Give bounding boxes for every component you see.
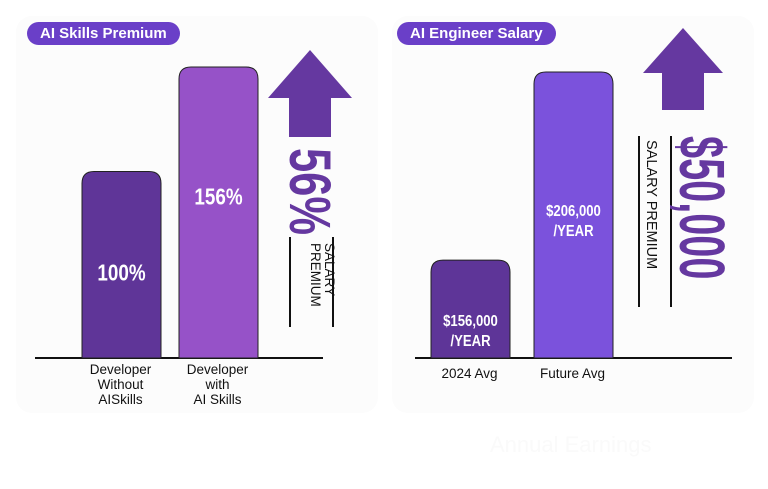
premium-value: $50,000 [666, 136, 737, 279]
premium-value: 56% [278, 148, 342, 235]
category-label: with [204, 377, 229, 392]
bar [533, 71, 614, 359]
category-label: Future Avg [540, 366, 605, 381]
watermark: Annual Earnings [490, 432, 652, 457]
premium-label-line: SALARY [322, 243, 337, 296]
premium-label: PREMIUM [308, 243, 323, 307]
data-label: $156,000 [443, 313, 498, 330]
bar [81, 170, 162, 359]
chart-title-badge: AI Engineer Salary [397, 22, 556, 45]
premium-label: SALARY PREMIUM [643, 140, 659, 269]
category-label: Without [98, 377, 144, 392]
chart-title-badge: AI Skills Premium [27, 22, 180, 45]
data-label: /YEAR [450, 333, 490, 350]
category-label: Developer [90, 362, 152, 377]
premium-label: SALARY [322, 243, 337, 296]
data-label: $206,000 [546, 203, 601, 220]
bar [430, 259, 511, 359]
arrow-up-icon [643, 28, 723, 110]
category-label: AISkills [98, 392, 143, 407]
data-label: /YEAR [553, 223, 593, 240]
bar [178, 66, 259, 359]
category-label: 2024 Avg [441, 366, 497, 381]
arrow-up-icon [268, 50, 352, 137]
premium-annotation: $50,000 [666, 136, 737, 279]
premium-label-line: PREMIUM [308, 243, 323, 307]
premium-annotation: 56% [278, 148, 342, 235]
category-label: Developer [187, 362, 249, 377]
data-label: 100% [97, 261, 145, 286]
category-label: AI Skills [193, 392, 241, 407]
data-label: 156% [194, 185, 242, 210]
premium-label-line: SALARY PREMIUM [643, 140, 659, 269]
